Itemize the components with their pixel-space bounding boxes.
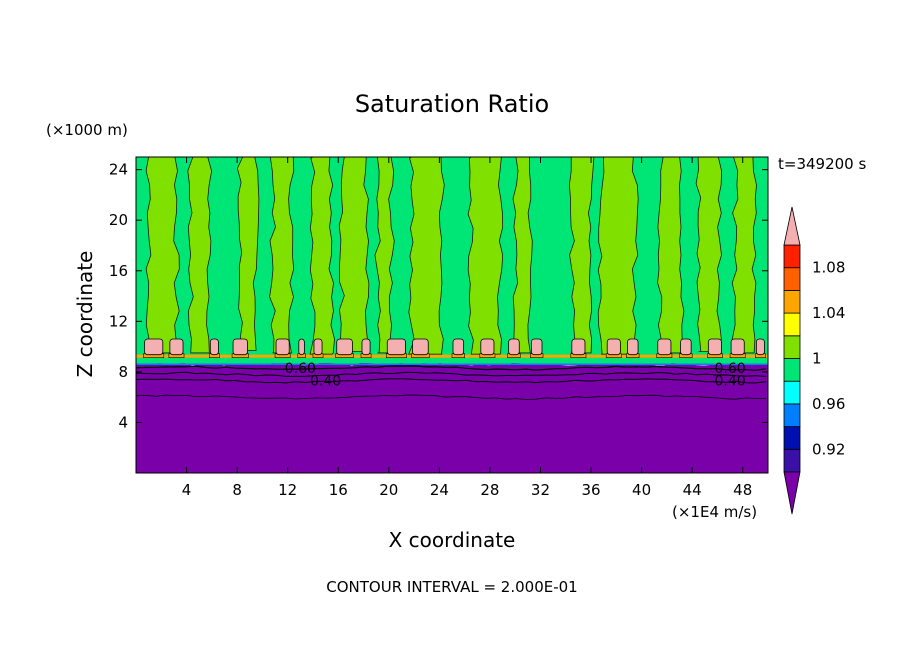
supersat-cap [209,338,219,356]
x-tick-label: 32 [531,481,550,499]
colorbar-label: 1.04 [812,304,845,322]
colorbar-min-arrow [783,471,801,515]
y-axis-title: Z coordinate [73,251,97,378]
y-tick-label: 20 [109,211,128,229]
field-dry-layer [136,363,768,473]
supersat-cap [508,338,520,356]
moist-column [731,157,757,354]
supersat-cap [144,338,164,356]
x-tick-label: 40 [632,481,651,499]
x-axis: 4 8 12 16 20 24 28 32 36 40 44 48 [182,157,752,499]
contour-label: 0.40 [714,374,745,390]
contour-line [136,365,767,371]
moist-column [512,157,533,354]
x-tick-label: 12 [278,481,297,499]
moist-column [187,157,213,354]
contour-line [136,378,767,384]
supersat-cap [452,338,465,356]
x-unit-label: (×1E4 m/s) [672,503,757,521]
colorbar-max-arrow [783,206,801,246]
colorbar-label: 1.08 [812,259,845,277]
x-tick-label: 20 [379,481,398,499]
contour-label: 0.60 [285,361,316,377]
x-tick-label: 44 [683,481,702,499]
colorbar-label: 1 [812,350,822,368]
x-tick-label: 8 [232,481,242,499]
moist-column [309,157,335,355]
supersat-cap [730,338,745,356]
time-label: t=349200 s [778,155,866,173]
x-tick-label: 16 [329,481,348,499]
contour-label: 0.40 [310,374,341,390]
supersat-cap [657,338,672,356]
x-tick-label: 28 [480,481,499,499]
plot-frame [135,156,769,474]
supersat-cap [336,338,353,356]
supersat-cap [480,338,495,356]
moist-column [269,157,295,354]
moist-column [408,157,445,355]
colorbar-segment [783,312,801,337]
supersat-cap [313,338,323,356]
colorbar-segment [783,335,801,359]
chart-title: Saturation Ratio [355,90,549,118]
y-tick-label: 16 [109,262,128,280]
moist-column [597,157,639,355]
contour-fields: 0.600.400.600.40 [136,157,768,473]
colorbar: 0.92 0.96 1 1.04 1.08 [783,206,845,515]
supersat-cap [571,338,586,356]
supersat-cap [275,338,290,356]
supersat-cap [627,338,639,356]
x-tick-label: 4 [182,481,192,499]
moist-column [338,157,370,353]
colorbar-label: 0.96 [812,395,845,413]
x-tick-label: 24 [430,481,449,499]
colorbar-segment [783,380,801,405]
y-tick-label: 4 [118,413,128,431]
moist-column [695,157,723,353]
moist-column [568,157,595,354]
colorbar-segment [783,448,801,473]
moist-column [145,157,180,354]
moist-column [657,157,685,354]
x-tick-label: 36 [581,481,600,499]
colorbar-segment [783,244,801,269]
contour-line [136,394,767,400]
moist-column [374,157,395,354]
colorbar-segment [783,358,801,382]
supersat-cap [361,338,371,356]
supersat-cap [606,338,621,356]
moist-column [467,157,504,355]
supersat-cap [530,338,543,356]
contour-plot-area: 0.600.400.600.40 [135,156,769,474]
supersat-cap [386,338,406,356]
colorbar-segment [783,267,801,291]
y-tick-label: 12 [109,312,128,330]
colorbar-segment [783,403,801,427]
supersat-cap [232,338,248,356]
supersat-cap [707,338,722,356]
contour-label: 0.60 [714,361,745,377]
colorbar-label: 0.92 [812,440,845,458]
supersat-cap [412,338,429,356]
contour-interval-note: CONTOUR INTERVAL = 2.000E-01 [326,578,577,596]
y-axis: 4 8 12 16 20 24 [109,161,768,431]
supersat-cap [169,338,184,356]
supersat-cap [680,338,692,356]
y-unit-label: (×1000 m) [46,121,128,139]
contour-line [136,371,767,377]
colorbar-segment [783,289,801,314]
x-axis-title: X coordinate [389,528,516,552]
colorbar-segment [783,426,801,450]
moist-column [236,157,260,351]
supersat-cap [755,338,765,356]
y-tick-label: 24 [109,161,128,179]
y-tick-label: 8 [118,363,128,381]
supersat-cap [298,338,305,356]
x-tick-label: 48 [733,481,752,499]
